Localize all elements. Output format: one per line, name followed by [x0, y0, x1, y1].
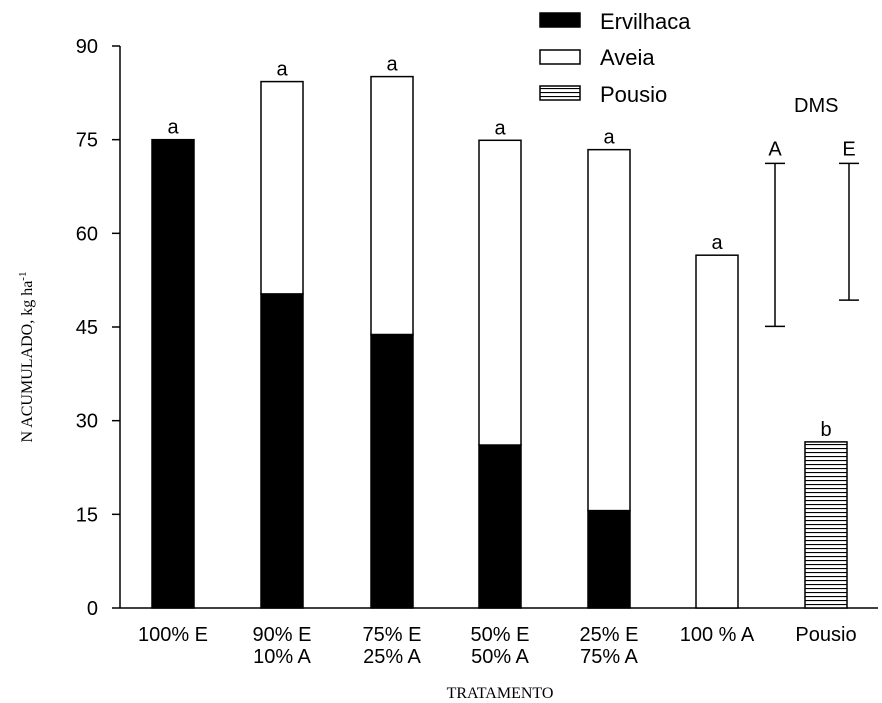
- category-label: 25% E: [580, 624, 639, 646]
- category-label: 90% E: [253, 624, 312, 646]
- y-tick-label: 90: [76, 36, 98, 58]
- category-label: 75% A: [580, 646, 638, 668]
- bar-aveia: [260, 80, 304, 295]
- bar-significance-labels: a a a a a a b: [167, 54, 831, 441]
- y-tick-label: 0: [87, 598, 98, 620]
- bar-significance-label: b: [820, 419, 831, 441]
- bar-significance-label: a: [603, 127, 615, 149]
- bar-aveia: [695, 254, 739, 609]
- category-label: 10% A: [253, 646, 311, 668]
- y-ticks: 0 15 30 45 60 75 90: [76, 36, 120, 620]
- bar-ervilhaca: [260, 293, 304, 609]
- category-label: 100 % A: [680, 624, 755, 646]
- y-tick-label: 15: [76, 504, 98, 526]
- y-axis-title-superscript: -1: [17, 272, 29, 281]
- bar-ervilhaca: [370, 333, 414, 609]
- dms-bar-label: E: [842, 138, 855, 160]
- legend-label-ervilhaca: Ervilhaca: [600, 9, 691, 34]
- y-tick-label: 45: [76, 317, 98, 339]
- y-axis-title-main: N ACUMULADO, kg ha: [19, 281, 36, 443]
- y-tick-label: 75: [76, 130, 98, 152]
- bar-significance-label: a: [167, 117, 179, 139]
- legend-swatch-ervilhaca: [539, 12, 581, 28]
- category-labels: 100% E 90% E10% A 75% E25% A 50% E50% A 25% …: [138, 624, 857, 668]
- bar-aveia: [370, 75, 414, 336]
- bar-ervilhaca: [151, 138, 195, 609]
- legend-swatch-aveia: [539, 49, 581, 65]
- bar-significance-label: a: [276, 59, 288, 81]
- category-label: Pousio: [795, 624, 856, 646]
- legend-label-pousio: Pousio: [600, 82, 667, 107]
- bar-significance-label: a: [494, 117, 506, 139]
- category-label: 25% A: [363, 646, 421, 668]
- y-axis-title: N ACUMULADO, kg ha-1: [17, 272, 36, 443]
- legend: Ervilhaca Aveia Pousio: [539, 9, 691, 107]
- bar-aveia: [587, 148, 631, 512]
- legend-label-aveia: Aveia: [600, 45, 655, 70]
- dms-bar-label: A: [768, 138, 782, 160]
- category-label: 100% E: [138, 624, 208, 646]
- bars: [151, 75, 848, 609]
- category-label: 50% E: [471, 624, 530, 646]
- bar-pousio: [804, 441, 848, 609]
- legend-swatch-pousio: [539, 85, 581, 101]
- bar-aveia: [478, 139, 522, 446]
- category-label: 50% A: [471, 646, 529, 668]
- bar-significance-label: a: [386, 54, 398, 76]
- bar-ervilhaca: [478, 444, 522, 609]
- category-label: 75% E: [363, 624, 422, 646]
- y-tick-label: 60: [76, 223, 98, 245]
- bar-ervilhaca: [587, 509, 631, 609]
- bar-significance-label: a: [711, 232, 723, 254]
- y-tick-label: 30: [76, 411, 98, 433]
- x-axis-title: TRATAMENTO: [447, 685, 554, 702]
- dms-title: DMS: [794, 95, 838, 117]
